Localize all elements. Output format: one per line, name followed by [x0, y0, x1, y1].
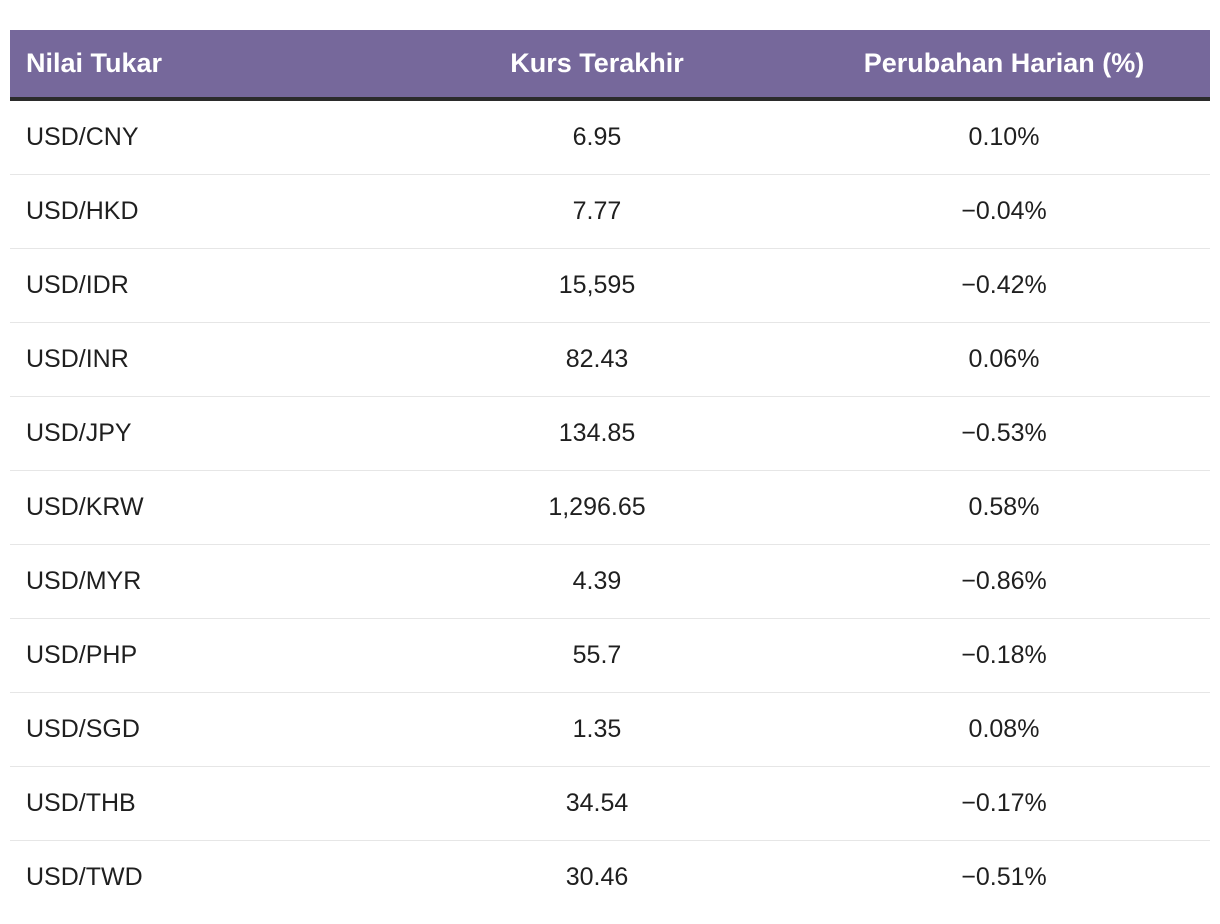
- exchange-rate-table-container: Nilai Tukar Kurs Terakhir Perubahan Hari…: [10, 30, 1210, 914]
- cell-change: −0.18%: [798, 618, 1210, 693]
- cell-rate: 55.7: [396, 618, 798, 693]
- cell-pair: USD/INR: [10, 322, 396, 397]
- table-row: USD/THB 34.54 −0.17%: [10, 766, 1210, 841]
- cell-pair: USD/CNY: [10, 99, 396, 175]
- table-row: USD/PHP 55.7 −0.18%: [10, 618, 1210, 693]
- table-row: USD/CNY 6.95 0.10%: [10, 99, 1210, 175]
- cell-rate: 30.46: [565, 863, 629, 891]
- cell-rate: 134.85: [396, 396, 798, 471]
- cell-change: 0.10%: [798, 99, 1210, 175]
- cell-change: −0.04%: [798, 174, 1210, 249]
- cell-rate: 6.95: [396, 99, 798, 175]
- cell-change: −0.51%: [961, 863, 1047, 891]
- cell-pair: USD/JPY: [10, 396, 396, 471]
- table-row: USD/INR 82.43 0.06%: [10, 322, 1210, 397]
- table-body: USD/CNY 6.95 0.10% USD/HKD 7.77 −0.04% U…: [10, 99, 1210, 914]
- cell-change: −0.53%: [798, 396, 1210, 471]
- cell-pair: USD/MYR: [10, 544, 396, 619]
- table-row: USD/HKD 7.77 −0.04%: [10, 174, 1210, 249]
- cell-pair: USD/THB: [10, 766, 396, 841]
- cell-pair: USD/KRW: [10, 470, 396, 545]
- table-row: USD/JPY 134.85 −0.53%: [10, 396, 1210, 471]
- cell-change: 0.58%: [798, 470, 1210, 545]
- header-row: Nilai Tukar Kurs Terakhir Perubahan Hari…: [10, 30, 1210, 101]
- exchange-rate-table: Nilai Tukar Kurs Terakhir Perubahan Hari…: [10, 30, 1210, 914]
- cell-rate: 1,296.65: [396, 470, 798, 545]
- table-header: Nilai Tukar Kurs Terakhir Perubahan Hari…: [10, 30, 1210, 101]
- cell-pair: USD/HKD: [10, 174, 396, 249]
- table-row: USD/KRW 1,296.65 0.58%: [10, 470, 1210, 545]
- cell-change: −0.17%: [798, 766, 1210, 841]
- cell-pair: USD/IDR: [10, 248, 396, 323]
- table-row: USD/MYR 4.39 −0.86%: [10, 544, 1210, 619]
- cell-pair: USD/TWD: [26, 863, 143, 891]
- cell-rate: 7.77: [396, 174, 798, 249]
- cell-change: −0.86%: [798, 544, 1210, 619]
- cell-change: 0.08%: [798, 692, 1210, 767]
- table-row: USD/IDR 15,595 −0.42%: [10, 248, 1210, 323]
- cell-rate: 82.43: [396, 322, 798, 397]
- cell-rate: 1.35: [396, 692, 798, 767]
- header-pair: Nilai Tukar: [10, 30, 396, 101]
- header-rate: Kurs Terakhir: [396, 30, 798, 101]
- cell-pair: USD/PHP: [10, 618, 396, 693]
- cell-rate: 4.39: [396, 544, 798, 619]
- cell-pair: USD/SGD: [10, 692, 396, 767]
- cell-change: −0.42%: [798, 248, 1210, 323]
- table-row: USD/SGD 1.35 0.08%: [10, 692, 1210, 767]
- table-row: USD/TWD 30.46 −0.51%: [10, 841, 1210, 915]
- cell-change: 0.06%: [798, 322, 1210, 397]
- cell-rate: 15,595: [396, 248, 798, 323]
- cell-rate: 34.54: [396, 766, 798, 841]
- header-change: Perubahan Harian (%): [798, 30, 1210, 101]
